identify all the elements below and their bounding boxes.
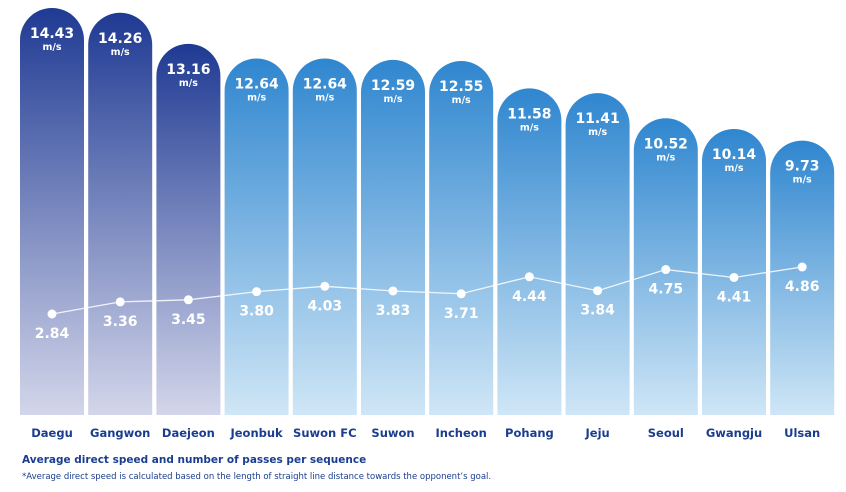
passes-value-label: 3.84 <box>580 303 615 319</box>
bar-jeju <box>565 93 630 415</box>
bar-daejeon <box>156 43 221 416</box>
category-label: Ulsan <box>784 426 820 440</box>
category-label: Seoul <box>648 426 684 440</box>
bar-incheon <box>429 61 494 416</box>
passes-point <box>661 265 671 275</box>
bar-pohang <box>497 88 562 416</box>
category-label: Incheon <box>436 426 487 440</box>
speed-value-label: 10.52 <box>644 136 688 152</box>
passes-value-label: 3.45 <box>171 312 206 328</box>
passes-point <box>252 287 262 297</box>
category-label: Suwon <box>371 426 414 440</box>
passes-value-label: 3.83 <box>376 303 411 319</box>
speed-unit-label: m/s <box>588 127 607 138</box>
passes-point <box>797 262 807 272</box>
chart-title: Average direct speed and number of passe… <box>22 454 367 466</box>
passes-value-label: 4.41 <box>717 289 752 305</box>
speed-unit-label: m/s <box>42 42 61 53</box>
speed-unit-label: m/s <box>724 163 743 174</box>
speed-unit-label: m/s <box>111 47 130 58</box>
category-label: Daejeon <box>162 426 215 440</box>
passes-value-label: 4.75 <box>649 282 684 298</box>
bar-suwon <box>361 59 425 416</box>
category-label: Pohang <box>505 426 554 440</box>
passes-value-label: 4.44 <box>512 289 547 305</box>
speed-unit-label: m/s <box>520 122 539 133</box>
speed-value-label: 12.64 <box>234 76 279 92</box>
speed-unit-label: m/s <box>179 78 198 89</box>
speed-unit-label: m/s <box>247 92 266 103</box>
bar-daegu <box>20 8 84 415</box>
passes-point <box>320 281 330 291</box>
category-label: Suwon FC <box>293 426 356 440</box>
passes-point <box>388 286 398 296</box>
passes-value-label: 3.80 <box>239 304 274 320</box>
speed-unit-label: m/s <box>452 95 471 106</box>
passes-point <box>729 272 739 282</box>
passes-line <box>51 266 803 315</box>
speed-value-label: 11.58 <box>507 106 551 122</box>
speed-value-label: 12.64 <box>303 76 348 92</box>
speed-unit-label: m/s <box>793 175 812 186</box>
bar-jeonbuk <box>224 58 289 415</box>
category-label: Jeju <box>584 426 609 440</box>
category-label: Gwangju <box>706 426 762 440</box>
passes-point <box>183 295 193 305</box>
passes-point <box>524 272 534 282</box>
speed-value-label: 12.55 <box>439 79 483 95</box>
category-label: Daegu <box>31 426 73 440</box>
passes-value-label: 4.03 <box>308 298 343 314</box>
speed-value-label: 10.14 <box>712 147 757 163</box>
category-label: Gangwon <box>90 426 150 440</box>
passes-point <box>593 286 603 296</box>
speed-unit-label: m/s <box>383 94 402 105</box>
speed-value-label: 13.16 <box>166 62 210 78</box>
speed-value-label: 9.73 <box>785 159 820 175</box>
passes-value-label: 3.71 <box>444 306 479 322</box>
passes-point <box>115 297 125 307</box>
speed-value-label: 12.59 <box>371 78 415 94</box>
speed-value-label: 11.41 <box>575 111 619 127</box>
bar-gwangju <box>702 129 766 415</box>
chart-note: *Average direct speed is calculated base… <box>22 472 492 482</box>
bar-suwon-fc <box>292 58 357 415</box>
bar-ulsan <box>770 140 835 416</box>
speed-value-label: 14.26 <box>98 31 142 47</box>
chart: 14.43m/s2.84Daegu14.26m/s3.36Gangwon13.1… <box>20 8 835 440</box>
passes-value-label: 4.86 <box>785 279 820 295</box>
bar-gangwon <box>88 12 153 416</box>
passes-value-label: 2.84 <box>35 326 70 342</box>
category-label: Jeonbuk <box>229 426 283 440</box>
speed-value-label: 14.43 <box>30 26 74 42</box>
speed-unit-label: m/s <box>315 92 334 103</box>
passes-point <box>47 309 57 319</box>
passes-value-label: 3.36 <box>103 314 138 330</box>
passes-point <box>456 289 466 299</box>
speed-unit-label: m/s <box>656 152 675 163</box>
